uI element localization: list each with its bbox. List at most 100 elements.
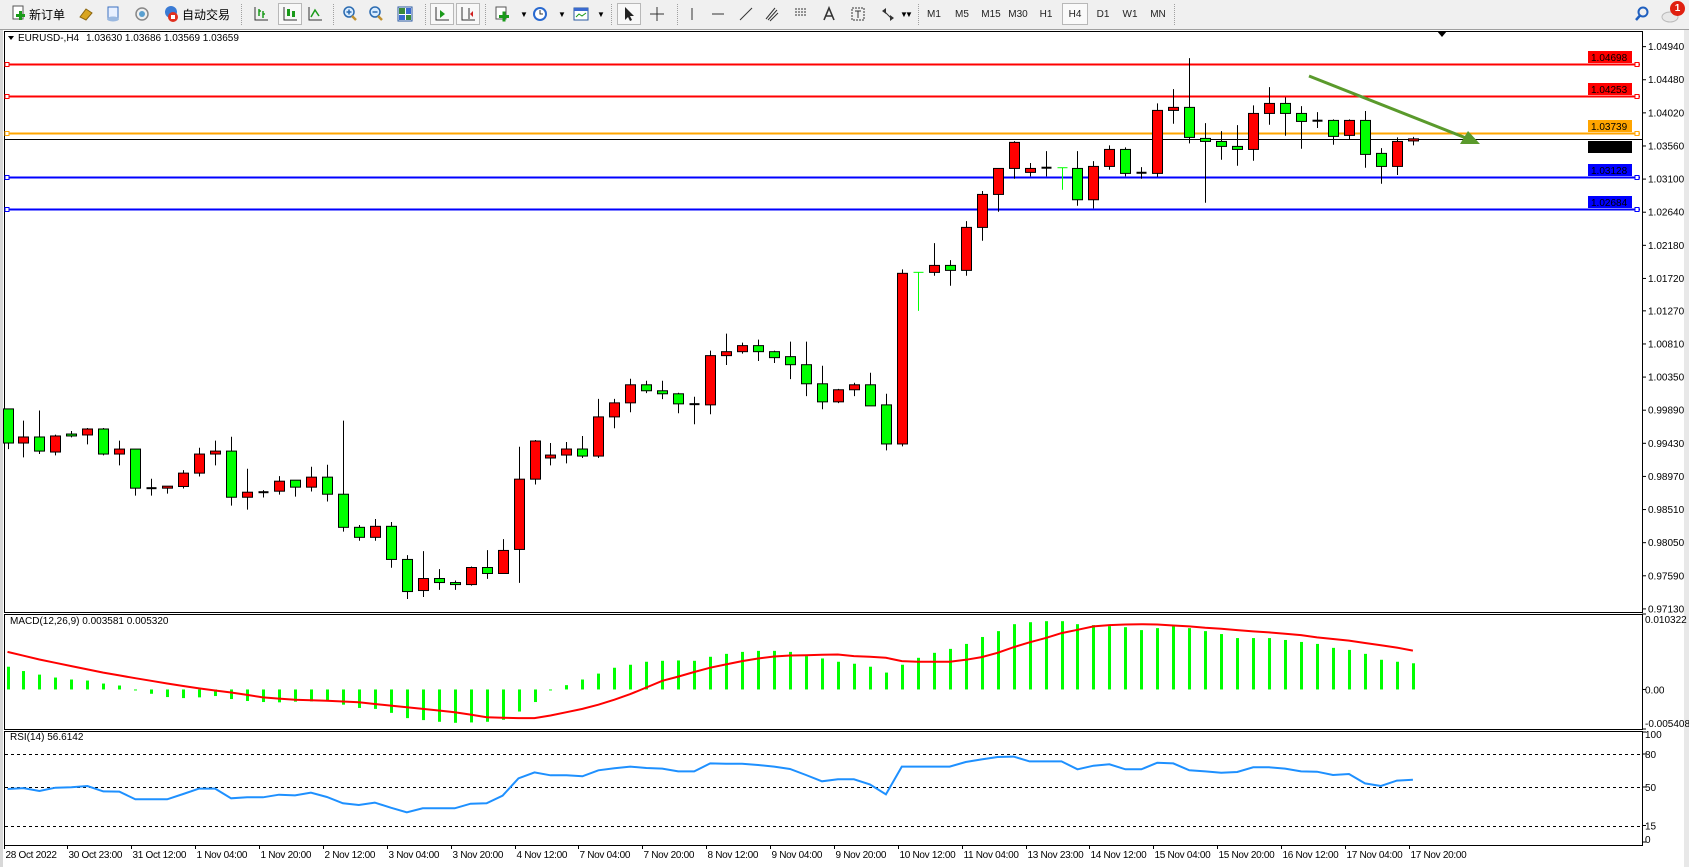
line-anchor-handle[interactable] [1634, 207, 1640, 212]
candle[interactable] [178, 470, 189, 489]
timeframe-m15-button[interactable]: M15 [981, 8, 1001, 20]
candle[interactable] [1136, 167, 1147, 179]
candle[interactable] [657, 380, 668, 400]
candle[interactable] [561, 441, 572, 464]
candle[interactable] [1184, 58, 1195, 144]
candle[interactable] [34, 410, 45, 455]
templates-button[interactable] [569, 3, 593, 25]
candle[interactable] [418, 551, 429, 597]
candle[interactable] [817, 365, 828, 410]
indicators-button[interactable] [490, 3, 514, 25]
candle[interactable] [977, 191, 988, 241]
line-anchor-handle[interactable] [1634, 62, 1640, 67]
zoom-in-button[interactable] [338, 3, 362, 25]
candle[interactable] [402, 555, 413, 599]
new-order-button[interactable]: 新订单 [4, 3, 72, 25]
candlestick-chart-button[interactable] [278, 3, 302, 25]
bar-chart-button[interactable] [249, 3, 273, 25]
candle[interactable] [1408, 136, 1419, 146]
candle[interactable] [194, 447, 205, 477]
candle[interactable] [545, 442, 556, 466]
fibonacci-fan-button[interactable] [789, 3, 813, 25]
candle[interactable] [482, 550, 493, 579]
candle[interactable] [1264, 87, 1275, 125]
candle[interactable] [210, 440, 221, 466]
candle[interactable] [1344, 119, 1355, 140]
trendline-button[interactable] [734, 3, 758, 25]
timeframe-w1-button[interactable]: W1 [1122, 8, 1138, 20]
candle[interactable] [114, 440, 125, 466]
tile-windows-button[interactable] [393, 3, 417, 25]
candle[interactable] [338, 420, 349, 532]
chart-shift-button[interactable] [456, 3, 480, 25]
candle[interactable] [961, 221, 972, 276]
candle[interactable] [673, 392, 684, 414]
candle[interactable] [1025, 163, 1036, 177]
candle[interactable] [769, 350, 780, 364]
crosshair-button[interactable] [645, 3, 669, 25]
candle[interactable] [3, 408, 14, 450]
dropdown-arrow-icon[interactable]: ▼ [520, 10, 528, 19]
candle[interactable] [1041, 151, 1052, 177]
candle[interactable] [466, 566, 477, 586]
candle[interactable] [625, 378, 636, 413]
candle[interactable] [849, 382, 860, 397]
candle[interactable] [721, 333, 732, 366]
candle[interactable] [577, 435, 588, 459]
main-price-panel[interactable] [4, 31, 1643, 613]
candle[interactable] [897, 269, 908, 447]
horizontal-line-button[interactable] [706, 3, 730, 25]
fibonacci-channel-button[interactable] [760, 3, 784, 25]
candle[interactable] [498, 539, 509, 574]
candle[interactable] [1328, 119, 1339, 145]
rsi-panel[interactable] [4, 731, 1643, 846]
timeframe-h1-button[interactable]: H1 [1039, 8, 1053, 20]
gold-bars-button[interactable] [74, 3, 98, 25]
candle[interactable] [689, 396, 700, 425]
line-anchor-handle[interactable] [4, 175, 10, 180]
chart-shift-marker-icon[interactable] [1437, 31, 1447, 37]
dropdown-arrow-icon[interactable]: ▼ [558, 10, 566, 19]
dropdown-arrow-icon[interactable]: ▼ [905, 10, 913, 19]
candle[interactable] [1312, 112, 1323, 129]
candle[interactable] [274, 476, 285, 495]
candle[interactable] [1360, 111, 1371, 168]
text-button[interactable] [817, 3, 841, 25]
timeframe-mn-button[interactable]: MN [1150, 8, 1166, 20]
trend-arrow-line[interactable] [1308, 74, 1467, 140]
candle[interactable] [370, 518, 381, 541]
line-anchor-handle[interactable] [4, 94, 10, 99]
candle[interactable] [354, 524, 365, 541]
line-anchor-handle[interactable] [1634, 94, 1640, 99]
candle[interactable] [322, 464, 333, 502]
candle[interactable] [641, 380, 652, 394]
candle[interactable] [593, 398, 604, 459]
candle[interactable] [913, 271, 924, 311]
candle[interactable] [753, 339, 764, 362]
candle[interactable] [1057, 167, 1068, 190]
line-anchor-handle[interactable] [4, 207, 10, 212]
candle[interactable] [226, 436, 237, 506]
candle[interactable] [306, 466, 317, 492]
candle[interactable] [993, 167, 1004, 212]
document-button[interactable] [101, 3, 125, 25]
symbol-menu-triangle-icon[interactable] [8, 36, 14, 40]
candle[interactable] [1392, 137, 1403, 176]
dropdown-arrow-icon[interactable]: ▼ [597, 10, 605, 19]
periods-clock-button[interactable] [528, 3, 552, 25]
candle[interactable] [1104, 145, 1115, 170]
line-anchor-handle[interactable] [1634, 131, 1640, 136]
candle[interactable] [1280, 97, 1291, 136]
candle[interactable] [290, 479, 301, 497]
candle[interactable] [130, 448, 141, 496]
candle[interactable] [1232, 125, 1243, 166]
candle[interactable] [1216, 131, 1227, 160]
candle[interactable] [98, 427, 109, 456]
signal-button[interactable] [130, 3, 154, 25]
candle[interactable] [82, 427, 93, 445]
line-anchor-handle[interactable] [1634, 175, 1640, 180]
auto-trading-button[interactable]: 自动交易 [158, 3, 234, 25]
candle[interactable] [450, 580, 461, 590]
candle[interactable] [881, 393, 892, 451]
